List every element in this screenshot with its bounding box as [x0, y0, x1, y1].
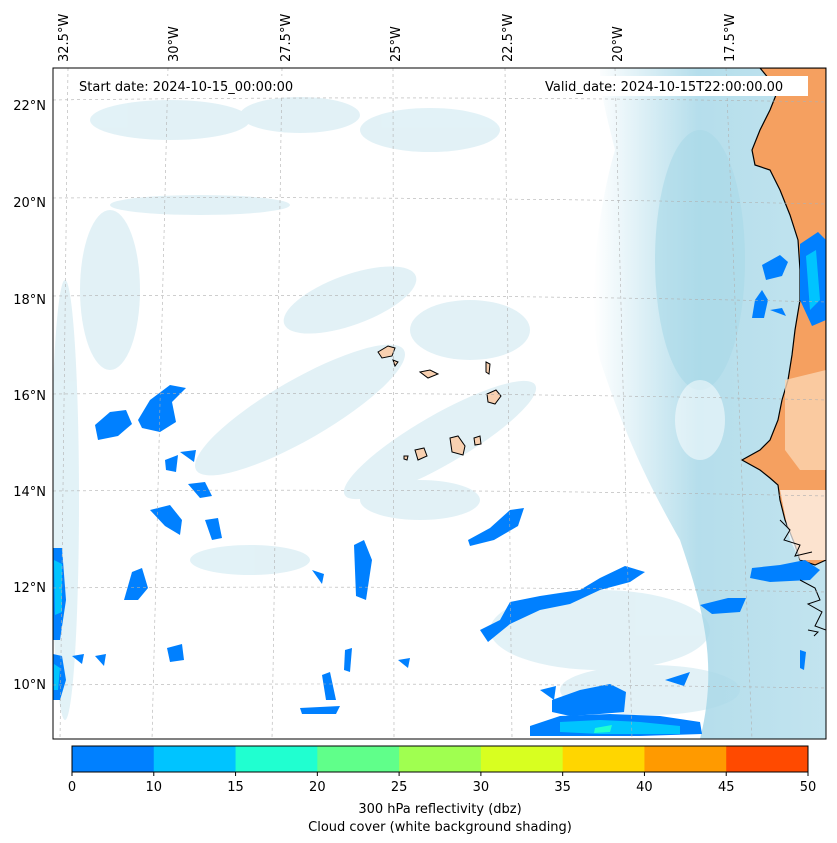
colorbar-segments	[72, 746, 809, 772]
colorbar-label: 300 hPa reflectivity (dbz)	[358, 802, 521, 817]
lon-label-22-5w: 22.5°W	[501, 14, 516, 62]
coastline-details	[779, 519, 826, 637]
latitude-labels: 22°N 20°N 18°N 16°N 14°N 12°N 10°N	[13, 99, 46, 693]
colorbar-tick-label: 50	[800, 780, 817, 795]
lon-label-30w: 30°W	[167, 26, 182, 62]
colorbar-tick-label: 10	[146, 780, 163, 795]
lat-label-18n: 18°N	[13, 293, 46, 308]
colorbar-segment	[399, 746, 482, 772]
lon-label-20w: 20°W	[611, 26, 626, 62]
valid-date-box	[538, 76, 808, 96]
colorbar-frame	[71, 745, 809, 773]
start-date-box	[70, 76, 330, 96]
lon-label-27-5w: 27.5°W	[279, 14, 294, 62]
colorbar-ticks: 0 10 15 20 25 30 35 40 45 50	[68, 772, 816, 795]
colorbar-tick-label: 30	[473, 780, 490, 795]
lon-label-25w: 25°W	[389, 26, 404, 62]
colorbar-tick-label: 15	[227, 780, 244, 795]
colorbar-segment	[726, 746, 809, 772]
colorbar-tick-label: 35	[554, 780, 571, 795]
reflectivity-peak	[594, 725, 612, 733]
colorbar-segment	[317, 746, 400, 772]
colorbar-segment	[153, 746, 237, 772]
start-date-label: Start date: 2024-10-15_00:00:00	[79, 80, 293, 95]
lat-label-10n: 10°N	[13, 678, 46, 693]
lat-label-16n: 16°N	[13, 389, 46, 404]
colorbar-tick-label: 25	[391, 780, 408, 795]
lat-label-12n: 12°N	[13, 581, 46, 596]
map-plot-area: Start date: 2024-10-15_00:00:00 Valid_da…	[53, 68, 826, 739]
lon-label-17-5w: 17.5°W	[723, 14, 738, 62]
colorbar-tick-label: 0	[68, 780, 76, 795]
colorbar-segment	[480, 746, 564, 772]
lat-label-14n: 14°N	[13, 485, 46, 500]
cape-verde-islands	[377, 345, 502, 461]
colorbar-segment	[235, 746, 318, 772]
colorbar-tick-label: 40	[636, 780, 653, 795]
graticule	[53, 68, 826, 739]
colorbar-sublabel: Cloud cover (white background shading)	[308, 820, 572, 835]
colorbar: 0 10 15 20 25 30 35 40 45 50 300 hPa reflectivity…	[68, 745, 816, 835]
colorbar-segment	[72, 746, 155, 772]
reflectivity-cores	[54, 250, 820, 734]
lon-label-32-5w: 32.5°W	[57, 14, 72, 62]
lat-label-20n: 20°N	[13, 196, 46, 211]
longitude-labels: 32.5°W 30°W 27.5°W 25°W 22.5°W 20°W 17.5…	[57, 14, 738, 62]
colorbar-segment	[562, 746, 645, 772]
plot-border	[52, 67, 827, 740]
valid-date-label: Valid_date: 2024-10-15T22:00:00.00	[545, 80, 783, 95]
lat-label-22n: 22°N	[13, 99, 46, 114]
colorbar-segment	[644, 746, 727, 772]
colorbar-tick-label: 20	[309, 780, 326, 795]
cloud-cover-shading	[53, 97, 740, 720]
colorbar-tick-label: 45	[718, 780, 735, 795]
